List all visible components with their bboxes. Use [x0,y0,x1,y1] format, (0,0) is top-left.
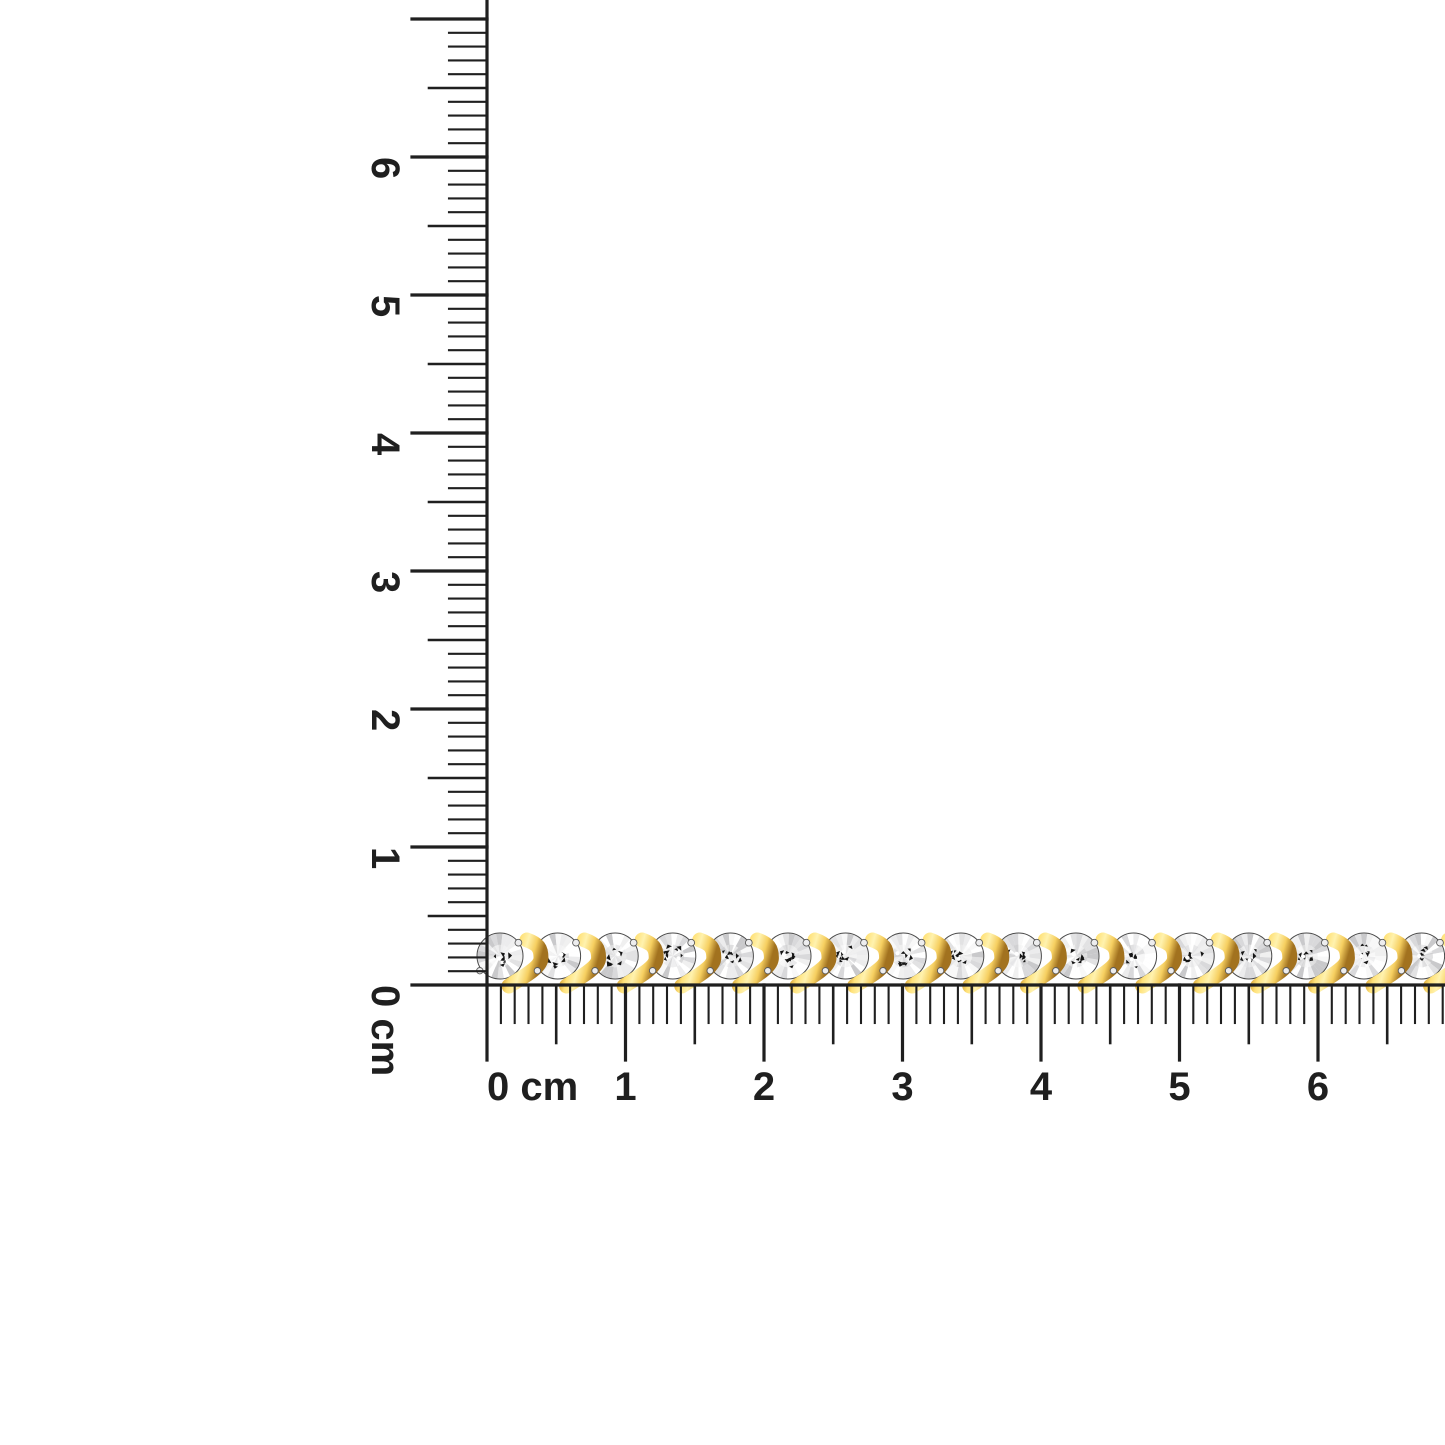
svg-text:4: 4 [363,433,407,456]
svg-text:6: 6 [1307,1065,1329,1109]
svg-text:2: 2 [363,709,407,731]
svg-text:6: 6 [363,157,407,179]
svg-text:0 cm: 0 cm [363,985,407,1076]
svg-text:4: 4 [1030,1065,1053,1109]
svg-text:5: 5 [1168,1065,1190,1109]
svg-text:5: 5 [363,295,407,317]
svg-text:1: 1 [614,1065,636,1109]
svg-text:1: 1 [363,847,407,869]
svg-text:3: 3 [891,1065,913,1109]
svg-text:0 cm: 0 cm [487,1065,578,1109]
svg-text:3: 3 [363,571,407,593]
svg-text:2: 2 [753,1065,775,1109]
